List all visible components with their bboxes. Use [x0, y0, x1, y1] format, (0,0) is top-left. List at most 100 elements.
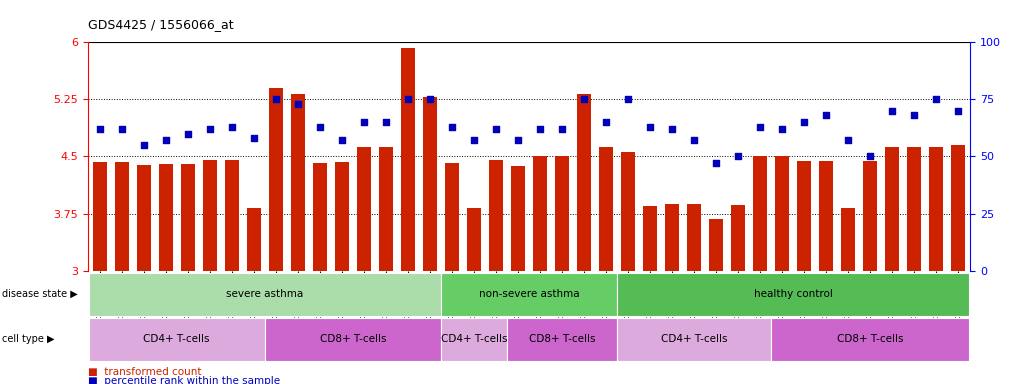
- Point: [421, 96, 438, 103]
- Bar: [265, 318, 441, 361]
- Text: CD4+ T-cells: CD4+ T-cells: [661, 334, 727, 344]
- Point: [224, 124, 240, 130]
- Point: [355, 119, 372, 125]
- Point: [135, 142, 151, 148]
- Bar: [203, 160, 217, 271]
- Point: [884, 108, 900, 114]
- Bar: [819, 161, 833, 271]
- Point: [311, 124, 328, 130]
- Point: [708, 160, 724, 166]
- Bar: [137, 165, 150, 271]
- Text: CD8+ T-cells: CD8+ T-cells: [319, 334, 386, 344]
- Point: [597, 119, 614, 125]
- Point: [466, 137, 482, 144]
- Bar: [441, 273, 617, 316]
- Bar: [422, 97, 437, 271]
- Point: [268, 96, 284, 103]
- Bar: [621, 152, 636, 271]
- Point: [620, 96, 637, 103]
- Bar: [269, 88, 283, 271]
- Point: [818, 112, 834, 118]
- Bar: [775, 157, 789, 271]
- Bar: [533, 157, 547, 271]
- Bar: [907, 147, 921, 271]
- Text: disease state ▶: disease state ▶: [2, 289, 78, 299]
- Point: [796, 119, 813, 125]
- Text: non-severe asthma: non-severe asthma: [479, 289, 579, 299]
- Bar: [445, 162, 459, 271]
- Point: [487, 126, 504, 132]
- Point: [531, 126, 548, 132]
- Bar: [753, 157, 767, 271]
- Bar: [379, 147, 393, 271]
- Point: [113, 126, 130, 132]
- Point: [202, 126, 218, 132]
- Bar: [863, 161, 878, 271]
- Bar: [617, 318, 771, 361]
- Bar: [356, 147, 371, 271]
- Bar: [507, 318, 617, 361]
- Bar: [159, 164, 173, 271]
- Point: [774, 126, 790, 132]
- Point: [663, 126, 680, 132]
- Bar: [488, 159, 503, 271]
- Bar: [401, 48, 415, 271]
- Text: ■  transformed count: ■ transformed count: [88, 367, 201, 377]
- Point: [158, 137, 174, 144]
- Point: [289, 101, 306, 107]
- Bar: [89, 273, 441, 316]
- Point: [642, 124, 658, 130]
- Point: [245, 135, 262, 141]
- Bar: [643, 206, 657, 271]
- Bar: [951, 145, 965, 271]
- Bar: [180, 164, 195, 271]
- Point: [92, 126, 108, 132]
- Bar: [771, 318, 969, 361]
- Bar: [225, 159, 239, 271]
- Text: CD4+ T-cells: CD4+ T-cells: [143, 334, 210, 344]
- Bar: [577, 94, 591, 271]
- Point: [444, 124, 460, 130]
- Point: [862, 154, 879, 160]
- Bar: [511, 166, 525, 271]
- Bar: [93, 162, 107, 271]
- Text: healthy control: healthy control: [754, 289, 832, 299]
- Text: cell type ▶: cell type ▶: [2, 334, 55, 344]
- Bar: [598, 147, 613, 271]
- Bar: [885, 147, 899, 271]
- Text: CD8+ T-cells: CD8+ T-cells: [836, 334, 903, 344]
- Point: [510, 137, 526, 144]
- Bar: [929, 147, 943, 271]
- Bar: [617, 273, 969, 316]
- Text: CD4+ T-cells: CD4+ T-cells: [441, 334, 507, 344]
- Point: [400, 96, 416, 103]
- Point: [730, 154, 747, 160]
- Bar: [555, 157, 570, 271]
- Bar: [709, 219, 723, 271]
- Point: [839, 137, 856, 144]
- Text: CD8+ T-cells: CD8+ T-cells: [528, 334, 595, 344]
- Point: [950, 108, 966, 114]
- Point: [906, 112, 923, 118]
- Point: [928, 96, 945, 103]
- Text: severe asthma: severe asthma: [227, 289, 304, 299]
- Point: [334, 137, 350, 144]
- Point: [378, 119, 394, 125]
- Bar: [797, 161, 812, 271]
- Point: [576, 96, 592, 103]
- Point: [752, 124, 768, 130]
- Bar: [290, 94, 305, 271]
- Bar: [731, 205, 745, 271]
- Point: [686, 137, 702, 144]
- Bar: [467, 207, 481, 271]
- Bar: [664, 204, 679, 271]
- Text: GDS4425 / 1556066_at: GDS4425 / 1556066_at: [88, 18, 233, 31]
- Point: [179, 131, 196, 137]
- Point: [554, 126, 571, 132]
- Bar: [687, 204, 701, 271]
- Bar: [114, 162, 129, 271]
- Bar: [441, 318, 507, 361]
- Bar: [246, 207, 261, 271]
- Bar: [313, 162, 327, 271]
- Text: ■  percentile rank within the sample: ■ percentile rank within the sample: [88, 376, 280, 384]
